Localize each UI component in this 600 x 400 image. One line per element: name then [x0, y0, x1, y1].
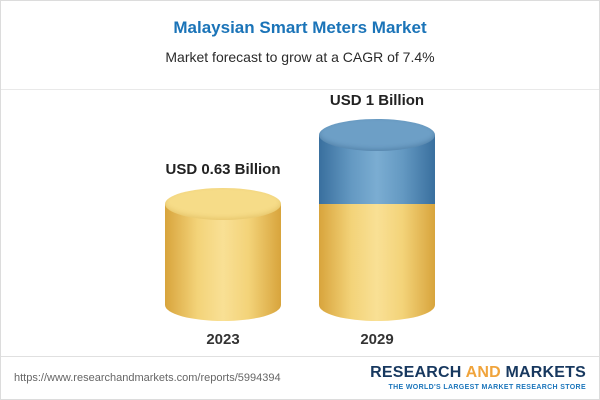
- page-title: Malaysian Smart Meters Market: [173, 18, 427, 37]
- footer-bar: https://www.researchandmarkets.com/repor…: [1, 356, 599, 399]
- logo-word-markets: MARKETS: [505, 363, 586, 381]
- cylinder-2029: [319, 119, 435, 321]
- bar-group-2029: USD 1 Billion 2029: [319, 92, 435, 348]
- cylinder-2029-base-segment: [319, 204, 435, 321]
- cylinder-2023-body: [165, 204, 281, 321]
- logo-word-and: AND: [465, 363, 501, 381]
- logo-word-research: RESEARCH: [370, 363, 462, 381]
- cylinder-2029-top-cap: [319, 119, 435, 151]
- chart-header: Malaysian Smart Meters Market Market for…: [1, 1, 599, 90]
- page-subtitle: Market forecast to grow at a CAGR of 7.4…: [165, 49, 435, 65]
- cylinder-bar-chart: USD 0.63 Billion 2023 USD 1 Billion 2029: [1, 90, 599, 356]
- category-label-2023: 2023: [206, 331, 240, 348]
- logo-wordmark: RESEARCH AND MARKETS: [370, 364, 586, 382]
- value-label-2023: USD 0.63 Billion: [165, 161, 281, 178]
- cylinder-2023-top-cap: [165, 188, 281, 220]
- report-url: https://www.researchandmarkets.com/repor…: [14, 372, 281, 384]
- category-label-2029: 2029: [360, 331, 394, 348]
- cylinder-2023: [165, 188, 281, 321]
- bar-group-2023: USD 0.63 Billion 2023: [165, 161, 281, 348]
- research-and-markets-logo: RESEARCH AND MARKETS THE WORLD'S LARGEST…: [370, 364, 586, 392]
- value-label-2029: USD 1 Billion: [329, 92, 425, 109]
- logo-tagline: THE WORLD'S LARGEST MARKET RESEARCH STOR…: [388, 384, 586, 392]
